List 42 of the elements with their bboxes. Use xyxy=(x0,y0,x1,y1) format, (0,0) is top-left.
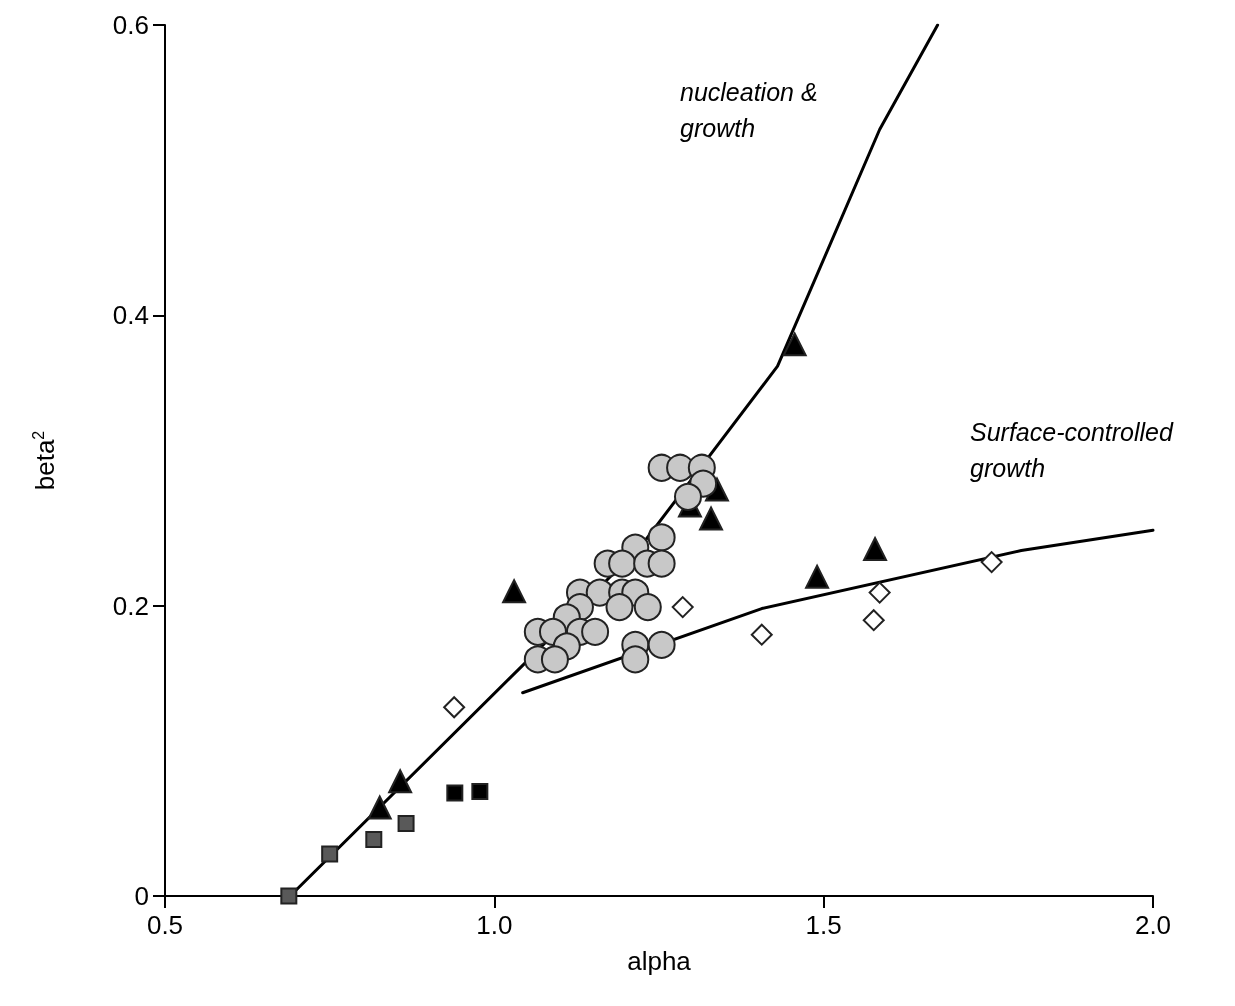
y-axis-title: beta2 xyxy=(29,430,60,491)
point xyxy=(699,506,724,531)
y-tick-label: 0.4 xyxy=(112,300,149,331)
point xyxy=(980,551,1003,574)
x-tick-label: 1.0 xyxy=(476,910,513,940)
point xyxy=(647,630,676,659)
y-tick-label: 0 xyxy=(134,881,149,911)
point xyxy=(805,564,830,589)
point xyxy=(782,332,807,357)
point xyxy=(605,593,634,622)
point xyxy=(367,795,392,820)
point xyxy=(633,593,662,622)
point xyxy=(674,482,702,511)
point xyxy=(397,814,415,832)
point xyxy=(863,537,888,562)
point xyxy=(388,769,413,794)
point xyxy=(471,782,489,800)
x-tick-label: 1.5 xyxy=(805,910,842,940)
point xyxy=(280,887,298,905)
point xyxy=(446,784,464,802)
point xyxy=(608,549,637,578)
annotation: nucleation & growth xyxy=(680,78,818,142)
y-tick-label: 0.6 xyxy=(112,10,149,40)
point xyxy=(862,609,885,632)
point xyxy=(647,523,676,552)
point xyxy=(671,596,694,619)
x-tick-label: 2.0 xyxy=(1134,910,1172,940)
annotation: Surface-controlled growth xyxy=(970,418,1174,482)
point xyxy=(365,830,383,848)
point xyxy=(750,623,773,646)
point xyxy=(647,549,676,578)
x-axis-title: alpha xyxy=(627,946,692,976)
point xyxy=(321,845,339,863)
point xyxy=(502,579,527,604)
x-tick-label: 0.5 xyxy=(146,910,184,940)
point xyxy=(540,645,569,674)
point xyxy=(581,617,610,646)
y-tick-label: 0.2 xyxy=(112,590,149,621)
line-series xyxy=(521,528,1155,695)
point xyxy=(868,581,891,604)
point xyxy=(621,645,650,674)
point xyxy=(443,696,466,719)
